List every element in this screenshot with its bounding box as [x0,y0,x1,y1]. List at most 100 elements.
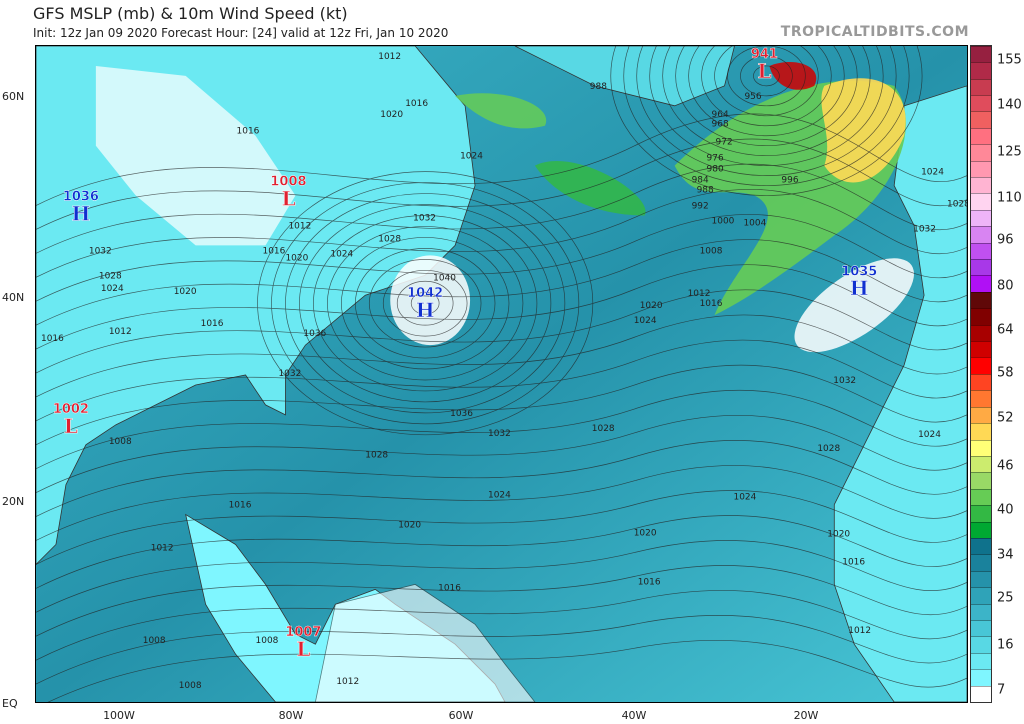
isobar-ring [313,215,538,392]
colorbar-segment [971,455,991,473]
isobar-label: 1012 [336,677,359,687]
isobar-label: 1000 [712,216,735,226]
lon-label-40w: 40W [621,709,647,722]
isobar-label: 1012 [151,543,174,553]
colorbar-tick-label: 110 [997,190,1022,206]
wind-speed-colorbar [970,45,992,703]
colorbar-segment [971,127,991,145]
isobar-label: 1024 [921,168,944,178]
lat-label-40n: 40N [2,291,25,304]
isobar-label: 1008 [256,636,279,646]
wind-band-north [455,93,547,129]
isobar-ring [285,193,566,414]
isobar-label: 1020 [398,521,421,531]
isobar-label: 1020 [634,529,657,539]
isobar-label: 1016 [405,99,428,109]
colorbar-tick-label: 80 [997,278,1014,294]
high-calm-area [390,255,471,346]
colorbar-segment [971,209,991,227]
isobar-ring [340,237,510,370]
isobar-label: 1016 [842,557,865,567]
isobar-ring [675,46,858,147]
colorbar-segment [971,439,991,456]
isobar-ring [257,171,594,436]
isobar-label: 1028 [817,444,840,454]
pressure-center-value: 1035 [841,264,877,279]
isobar-label: 1008 [109,437,132,447]
isobar-label: 1020 [640,301,663,311]
isobar-label: 1020 [827,530,850,540]
colorbar-segment [971,78,991,95]
greenland-land [514,46,735,107]
high-pressure-marker: H [850,276,869,300]
low-pressure-marker: L [757,59,771,83]
isobar-label: 1020 [380,110,403,120]
colorbar-segment [971,308,991,325]
colorbar-tick-label: 46 [997,458,1014,474]
colorbar-segment [971,242,991,260]
colorbar-segment [971,587,991,604]
isobar-label: 1032 [413,213,436,223]
colorbar-segment [971,259,991,276]
isobar-label: 1016 [700,299,723,309]
isobar-label: 1016 [229,501,252,511]
colorbar-tick-label: 16 [997,637,1014,653]
isobar-label: 980 [707,165,724,175]
colorbar-tick-label: 96 [997,232,1014,248]
isobar-label: 1012 [109,327,132,337]
isobar-label: 1032 [488,429,511,439]
isobar-label: 1024 [488,491,511,501]
isobar-label: 1024 [101,284,124,294]
isobar-line [36,389,967,470]
isobar-ring [636,46,897,176]
isobar-label: 1012 [288,221,311,231]
isobar-label: 964 [712,110,729,120]
pressure-center-value: 1002 [53,402,89,417]
colorbar-segment [971,423,991,440]
isobar-label: 1016 [638,577,661,587]
lon-label-80w: 80W [278,709,304,722]
map-subtitle: Init: 12z Jan 09 2020 Forecast Hour: [24… [33,26,449,40]
isobar-line [36,615,967,685]
isobar-ring [354,248,496,359]
lat-label-eq: EQ [2,697,18,710]
isobar-line [36,214,967,302]
isobar-line [36,314,967,398]
isobar-ring [382,269,468,337]
isobar-label: 1012 [688,289,711,299]
colorbar-segment [971,94,991,112]
isobar-label: 1024 [734,493,757,503]
isobar-label: 976 [707,154,724,164]
isobar-label: 1032 [833,376,856,386]
colorbar-tick-label: 58 [997,365,1014,381]
low-pressure-marker: L [296,637,310,661]
isobar-label: 1016 [41,334,64,344]
colorbar-segment [971,669,991,686]
north-america-calm [95,65,296,246]
lon-label-20w: 20W [793,709,819,722]
colorbar-segment [971,373,991,391]
colorbar-segment [971,390,991,407]
isobar-line [36,264,967,350]
isobar-ring [327,226,524,381]
isobar-label: 1032 [913,224,936,234]
isobar-line [36,565,967,637]
colorbar-segment [971,324,991,342]
isobar-ring [299,204,552,403]
colorbar-segment [971,111,991,128]
pressure-center-value: 1007 [285,625,321,640]
colorbar-segment [971,341,991,358]
isobar-label: 996 [781,176,798,186]
colorbar-tick-label: 155 [997,52,1022,68]
isobar-label: 1032 [278,369,301,379]
isobar-ring [701,46,832,127]
isobar-ring [727,46,806,107]
colorbar-segment [971,554,991,571]
colorbar-segment [971,275,991,292]
colorbar-tick-label: 7 [997,682,1006,698]
colorbar-segment [971,357,991,374]
isobar-label: 1016 [438,583,461,593]
europe-africa-land [833,85,967,702]
isobar-label: 1036 [450,409,473,419]
